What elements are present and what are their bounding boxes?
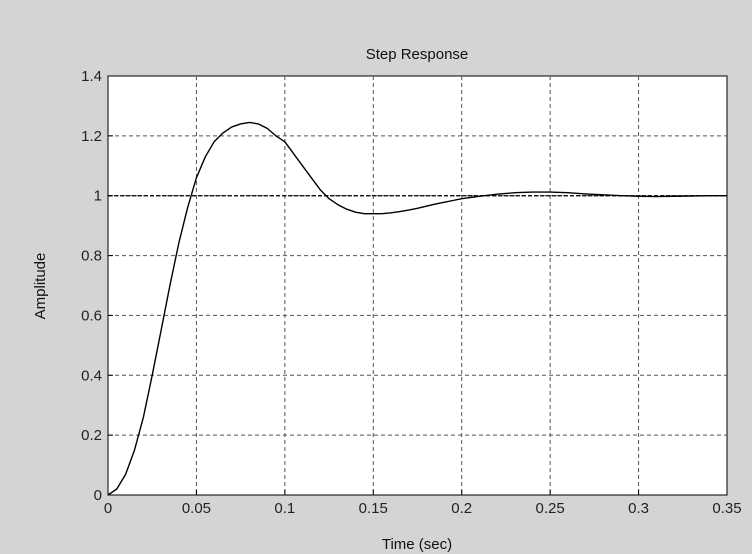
- y-tick-label: 0.6: [81, 307, 102, 324]
- y-tick-label: 1.2: [81, 128, 102, 145]
- x-tick-label: 0: [104, 500, 112, 517]
- y-tick-label: 0.8: [81, 248, 102, 265]
- x-tick-label: 0.3: [628, 500, 649, 517]
- chart-title: Step Response: [366, 46, 469, 63]
- x-tick-label: 0.15: [359, 500, 388, 517]
- x-tick-label: 0.25: [536, 500, 565, 517]
- y-tick-label: 1.4: [81, 68, 102, 85]
- x-axis-ticks: 0 0.05 0.1 0.15 0.2 0.25 0.3 0.35: [104, 490, 742, 517]
- series-layer: [107, 121, 727, 496]
- plot-area: [107, 75, 728, 496]
- y-axis-label: Amplitude: [32, 253, 49, 320]
- x-tick-label: 0.35: [712, 500, 741, 517]
- x-tick-label: 0.05: [182, 500, 211, 517]
- y-tick-label: 0: [94, 487, 102, 504]
- y-tick-label: 0.4: [81, 367, 102, 384]
- x-tick-label: 0.1: [274, 500, 295, 517]
- x-tick-label: 0.2: [451, 500, 472, 517]
- step-response-line: [107, 121, 727, 496]
- y-axis-ticks: 0 0.2 0.4 0.6 0.8 1 1.2 1.4: [81, 68, 113, 504]
- x-axis-label: Time (sec): [382, 536, 452, 553]
- y-tick-label: 1: [94, 188, 102, 205]
- y-tick-label: 0.2: [81, 427, 102, 444]
